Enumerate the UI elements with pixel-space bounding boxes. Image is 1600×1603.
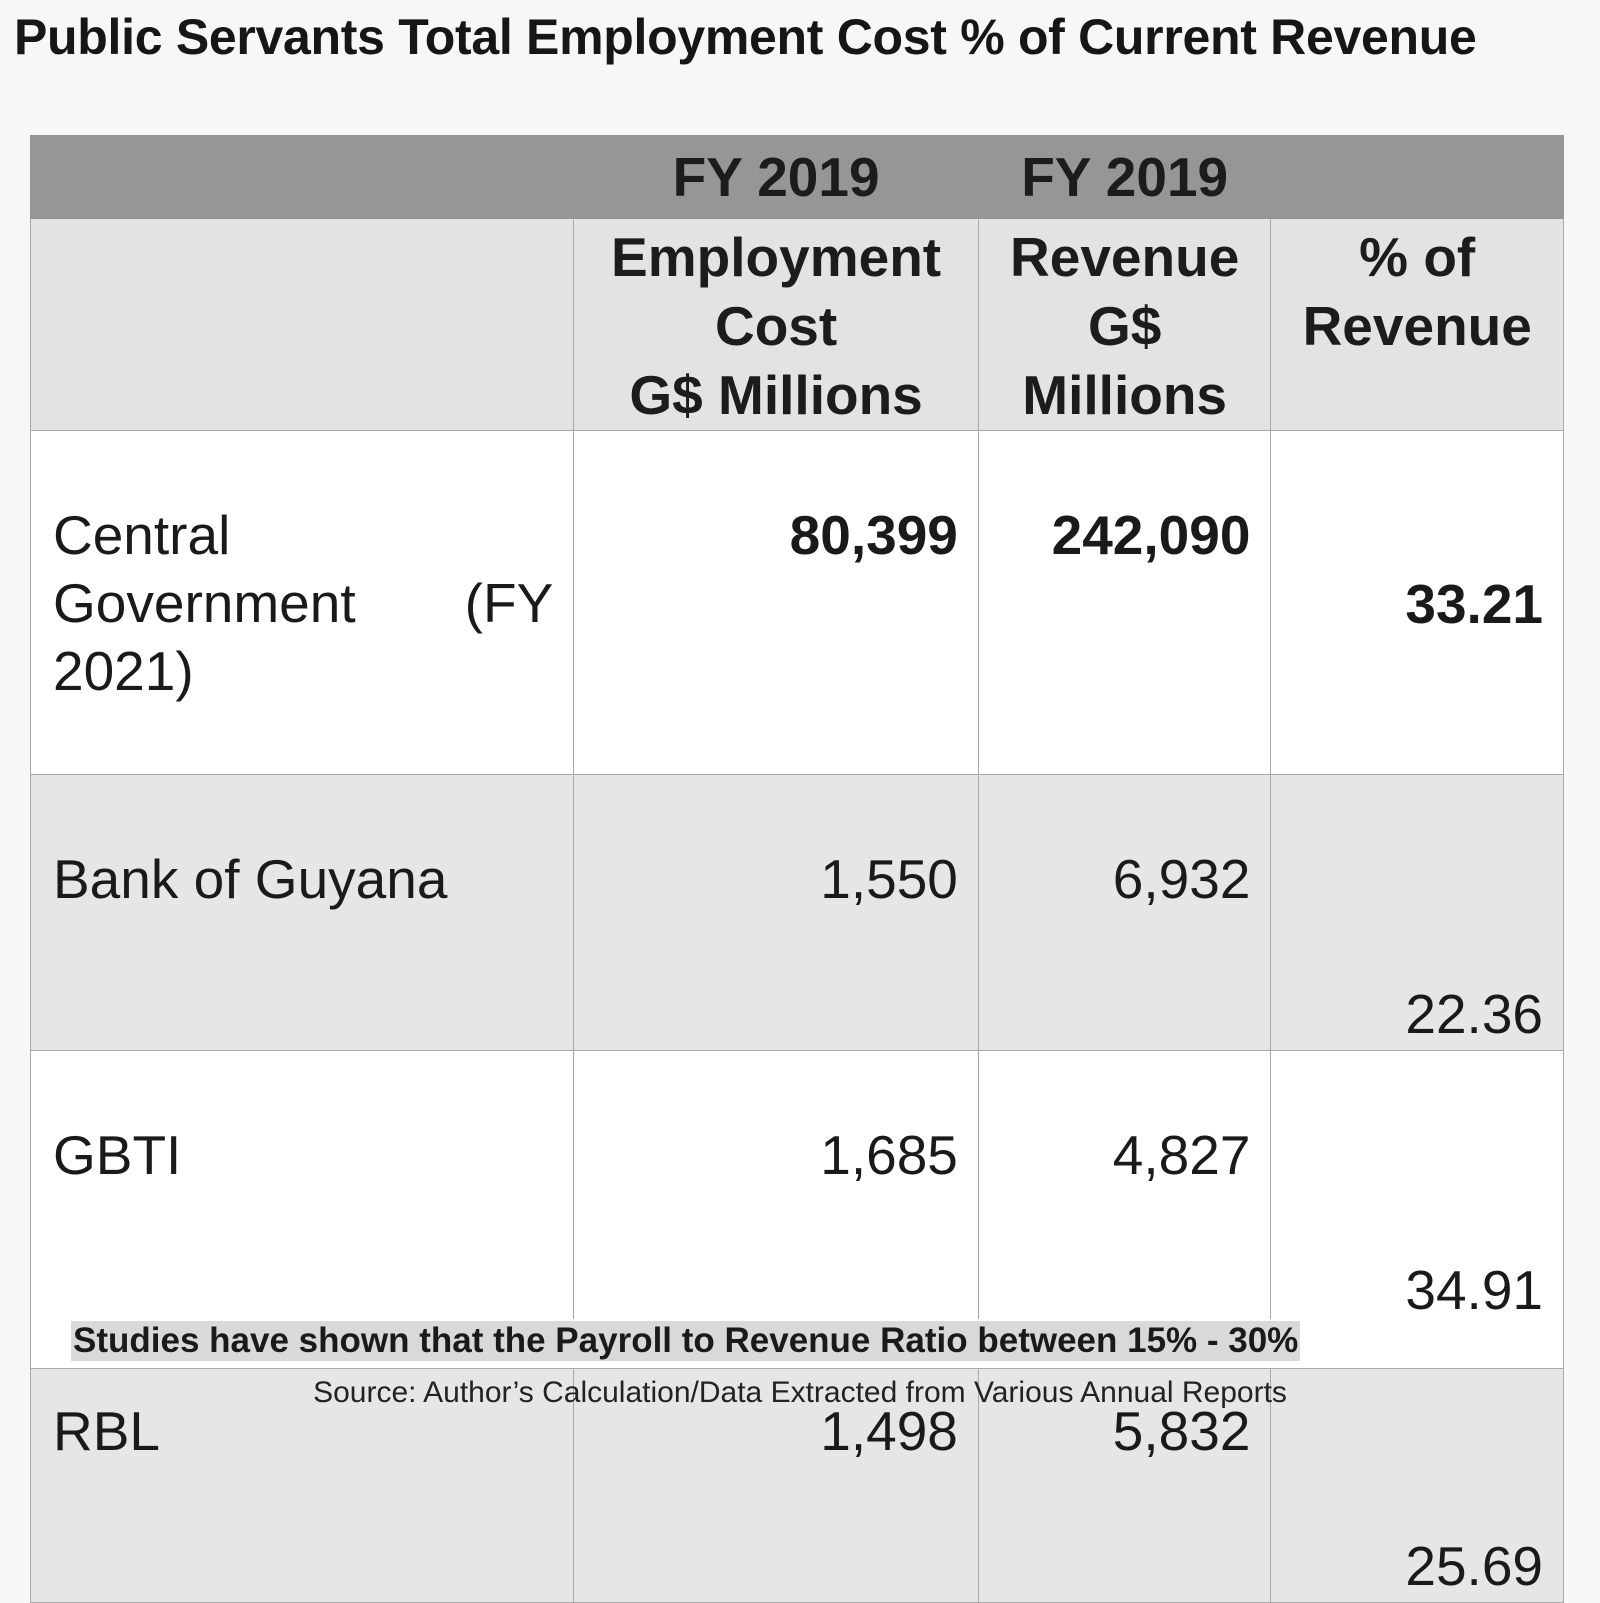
cell-pct-of-revenue: 34.91: [1270, 1050, 1564, 1327]
pct-value: 22.36: [1405, 983, 1543, 1045]
year-header-blank: [1270, 135, 1564, 219]
chart-title: Public Servants Total Employment Cost % …: [14, 9, 1477, 65]
label-word: (FY: [464, 572, 554, 634]
row-label-central-government: Central Government (FY 2021): [29, 430, 575, 775]
year-header-revenue: FY 2019: [977, 135, 1272, 219]
row-label: GBTI: [29, 1050, 575, 1327]
header-line: Revenue: [1010, 226, 1240, 288]
cell-revenue: 242,090: [977, 430, 1272, 775]
pct-value: 25.69: [1405, 1535, 1543, 1597]
pct-value: 34.91: [1405, 1259, 1543, 1321]
column-header-row: Employment Cost G$ Millions Revenue G$ M…: [29, 218, 1564, 431]
cell-revenue: 6,932: [977, 774, 1272, 1051]
table-row: GBTI 1,685 4,827 34.91: [29, 1050, 1564, 1327]
row-label: Bank of Guyana: [29, 774, 575, 1051]
cell-employment-cost: 1,685: [573, 1050, 979, 1327]
column-header-revenue: Revenue G$ Millions: [977, 218, 1272, 431]
header-line: Cost: [714, 295, 838, 357]
header-line: Revenue: [1302, 295, 1532, 357]
table-row: Central Government (FY 2021) 80,399 242,…: [29, 430, 1564, 775]
note-box: Studies have shown that the Payroll to R…: [30, 1319, 1564, 1369]
source-caption: Source: Author’s Calculation/Data Extrac…: [313, 1376, 1287, 1409]
cell-employment-cost: 1,550: [573, 774, 979, 1051]
label-word: Government: [53, 572, 356, 634]
label-line: 2021): [53, 640, 194, 702]
column-header-pct-of-revenue: % of Revenue: [1270, 218, 1564, 431]
payroll-ratio-note: Studies have shown that the Payroll to R…: [71, 1321, 1301, 1361]
label-line: Government (FY: [53, 569, 573, 637]
cell-revenue: 4,827: [977, 1050, 1272, 1327]
header-line: G$: [1087, 295, 1162, 357]
year-header-employment: FY 2019: [573, 135, 979, 219]
year-header-row: FY 2019 FY 2019: [29, 135, 1564, 219]
label-line: Central: [53, 504, 231, 566]
header-line: G$ Millions: [629, 364, 923, 426]
column-header-employment-cost: Employment Cost G$ Millions: [573, 218, 979, 431]
header-line: % of: [1359, 226, 1476, 288]
header-blank-cell: [29, 135, 575, 219]
column-header-blank: [29, 218, 575, 431]
table-row: Bank of Guyana 1,550 6,932 22.36: [29, 774, 1564, 1051]
cell-employment-cost: 80,399: [573, 430, 979, 775]
header-line: Employment: [611, 226, 942, 288]
header-line: Millions: [1022, 364, 1228, 426]
pct-value: 33.21: [1405, 573, 1543, 635]
cell-pct-of-revenue: 22.36: [1270, 774, 1564, 1051]
cell-pct-of-revenue: 33.21: [1270, 430, 1564, 775]
